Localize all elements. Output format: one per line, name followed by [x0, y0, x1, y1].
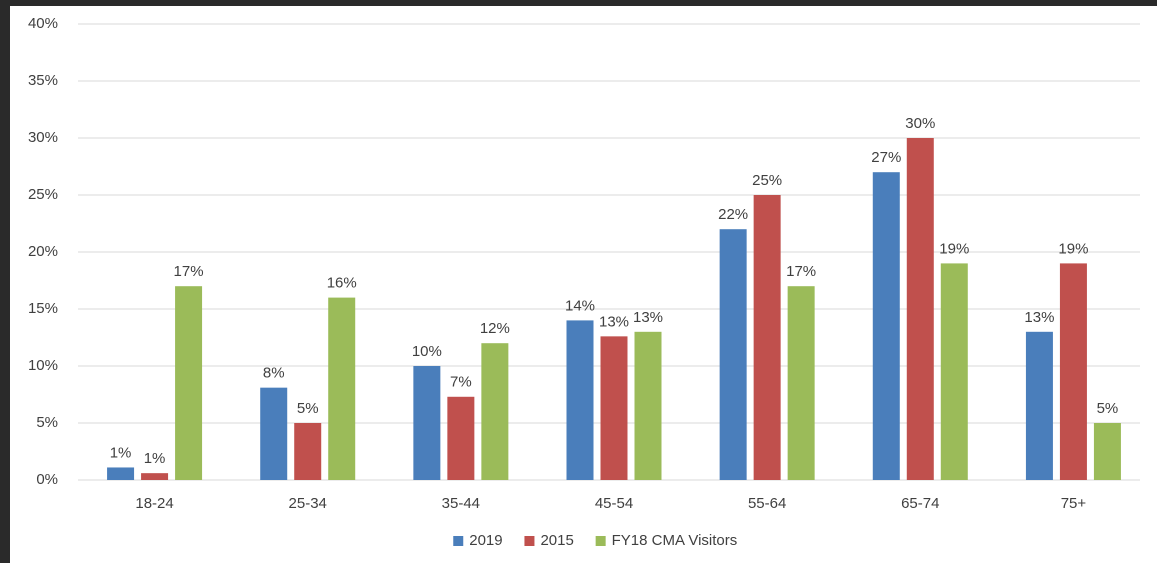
data-label: 1%	[110, 444, 132, 461]
bar	[940, 263, 968, 480]
y-tick-label: 10%	[28, 357, 58, 374]
bar	[413, 366, 441, 480]
legend-swatch	[595, 536, 606, 546]
data-label: 30%	[905, 115, 935, 132]
legend-label: 2015	[540, 532, 573, 549]
data-label: 13%	[633, 309, 663, 326]
bar	[481, 343, 509, 480]
data-label: 5%	[297, 400, 319, 417]
data-label: 1%	[144, 450, 166, 467]
bar	[566, 320, 594, 480]
data-label: 10%	[412, 343, 442, 360]
y-tick-label: 5%	[36, 414, 58, 431]
x-tick-label: 65-74	[901, 495, 939, 512]
bar	[872, 172, 900, 480]
data-label: 25%	[752, 172, 782, 189]
y-tick-label: 25%	[28, 186, 58, 203]
x-tick-label: 18-24	[135, 495, 173, 512]
data-label: 16%	[327, 275, 357, 292]
bar	[141, 473, 169, 480]
data-label: 22%	[718, 206, 748, 223]
bar	[1025, 331, 1053, 480]
bar	[906, 138, 934, 480]
bar	[719, 229, 747, 480]
data-label: 14%	[565, 297, 595, 314]
x-tick-label: 55-64	[748, 495, 786, 512]
data-label: 8%	[263, 365, 285, 382]
data-label: 17%	[786, 263, 816, 280]
x-tick-label: 25-34	[289, 495, 327, 512]
bar	[294, 423, 322, 480]
legend-label: FY18 CMA Visitors	[612, 532, 738, 549]
y-tick-label: 15%	[28, 300, 58, 317]
bar	[1059, 263, 1087, 480]
data-label: 19%	[1058, 240, 1088, 257]
y-tick-label: 0%	[36, 471, 58, 488]
data-label: 13%	[599, 313, 629, 330]
bar	[600, 336, 628, 480]
bar	[328, 297, 356, 480]
legend-swatch	[524, 536, 535, 546]
bar	[260, 387, 288, 480]
y-tick-label: 35%	[28, 72, 58, 89]
bar	[447, 396, 475, 480]
y-tick-label: 40%	[28, 15, 58, 32]
legend-swatch	[453, 536, 464, 546]
bar	[753, 195, 781, 480]
data-label: 19%	[939, 240, 969, 257]
bar	[634, 331, 662, 480]
data-label: 27%	[871, 149, 901, 166]
y-tick-label: 30%	[28, 129, 58, 146]
bar	[787, 286, 815, 480]
bar	[1093, 423, 1121, 480]
data-label: 12%	[480, 320, 510, 337]
data-label: 5%	[1097, 400, 1119, 417]
x-tick-label: 45-54	[595, 495, 633, 512]
legend-label: 2019	[469, 532, 502, 549]
x-tick-label: 75+	[1061, 495, 1087, 512]
data-label: 7%	[450, 374, 472, 391]
data-label: 13%	[1024, 309, 1054, 326]
x-tick-label: 35-44	[442, 495, 480, 512]
bar	[107, 467, 135, 480]
y-tick-label: 20%	[28, 243, 58, 260]
data-label: 17%	[174, 263, 204, 280]
bar	[175, 286, 203, 480]
